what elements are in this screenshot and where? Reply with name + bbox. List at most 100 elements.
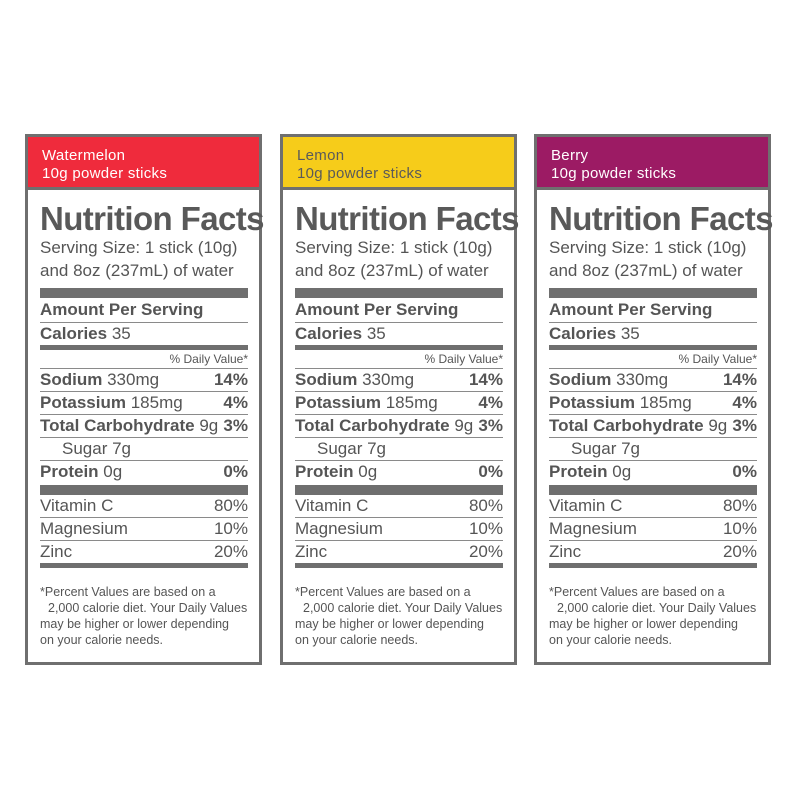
potassium-row: Potassium 185mg 4% <box>40 392 248 415</box>
product-subtitle: 10g powder sticks <box>42 165 168 182</box>
medium-divider <box>549 345 757 350</box>
sodium-row: Sodium 330mg 14% <box>295 369 503 392</box>
nutrition-panel-watermelon: Watermelon 10g powder sticks Nutrition F… <box>25 134 264 665</box>
vitamin-percent: 80% <box>213 496 248 515</box>
vitamin-percent: 80% <box>722 496 757 515</box>
nutrient-amount: 9g <box>454 416 474 435</box>
mineral-label: Zinc <box>40 542 73 561</box>
calories-value: 35 <box>111 324 131 343</box>
footnote: *Percent Values are based on a 2,000 cal… <box>549 584 757 648</box>
medium-divider <box>295 345 503 350</box>
nutrient-label: Sodium <box>40 370 103 389</box>
nutrient-label: Protein <box>295 462 354 481</box>
mineral-label: Magnesium <box>549 519 637 538</box>
nutrient-label: Protein <box>40 462 99 481</box>
medium-divider <box>549 563 757 568</box>
amount-per-serving: Amount Per Serving <box>295 298 503 323</box>
vitamin-label: Vitamin C <box>40 496 114 515</box>
serving-size-line-2: and 8oz (237mL) of water <box>549 261 743 280</box>
magnesium-row: Magnesium 10% <box>295 518 503 541</box>
nutrient-percent: 4% <box>223 393 248 412</box>
serving-size-line-1: Serving Size: 1 stick (10g) <box>40 238 238 257</box>
nutrient-percent: 0% <box>478 462 503 481</box>
nutrient-label: Protein <box>549 462 608 481</box>
sugar-text: Sugar 7g <box>317 439 386 458</box>
nutrient-amount: 0g <box>103 462 123 481</box>
vitamin-c-row: Vitamin C 80% <box>295 495 503 518</box>
panel-header: Lemon 10g powder sticks <box>283 137 514 190</box>
sodium-row: Sodium 330mg 14% <box>549 369 757 392</box>
serving-size-line-1: Serving Size: 1 stick (10g) <box>295 238 493 257</box>
thick-divider <box>40 485 248 495</box>
flavor-name: Watermelon <box>42 147 126 164</box>
nutrient-percent: 3% <box>732 416 757 435</box>
nutrition-facts-title: Nutrition Facts <box>295 200 519 237</box>
sugar-row: Sugar 7g <box>549 438 757 461</box>
footnote-line: may be higher or lower depending <box>549 617 739 631</box>
mineral-label: Magnesium <box>40 519 128 538</box>
thick-divider <box>295 485 503 495</box>
nutrient-amount: 185mg <box>130 393 183 412</box>
medium-divider <box>40 345 248 350</box>
sugar-row: Sugar 7g <box>40 438 248 461</box>
serving-size-line-1: Serving Size: 1 stick (10g) <box>549 238 747 257</box>
nutrient-amount: 0g <box>358 462 378 481</box>
daily-value-label: % Daily Value* <box>295 350 503 369</box>
footnote-line: on your calorie needs. <box>295 633 418 647</box>
footnote-line: 2,000 calorie diet. Your Daily Values <box>557 601 757 615</box>
serving-size-line-2: and 8oz (237mL) of water <box>295 261 489 280</box>
calories-label: Calories <box>549 324 617 343</box>
footnote-line: *Percent Values are based on a <box>549 585 725 599</box>
footnote-line: 2,000 calorie diet. Your Daily Values <box>303 601 503 615</box>
calories-row: Calories 35 <box>549 323 757 345</box>
mineral-percent: 20% <box>468 542 503 561</box>
protein-row: Protein 0g 0% <box>549 461 757 483</box>
serving-size-line-2: and 8oz (237mL) of water <box>40 261 234 280</box>
mineral-label: Magnesium <box>295 519 383 538</box>
flavor-name: Berry <box>551 147 589 164</box>
panel-header: Watermelon 10g powder sticks <box>28 137 259 190</box>
nutrient-amount: 330mg <box>362 370 415 389</box>
thick-divider <box>549 485 757 495</box>
calories-value: 35 <box>620 324 640 343</box>
nutrient-amount: 185mg <box>639 393 692 412</box>
footnote: *Percent Values are based on a 2,000 cal… <box>295 584 503 648</box>
nutrient-percent: 14% <box>213 370 248 389</box>
nutrient-label: Potassium <box>549 393 635 412</box>
mineral-label: Zinc <box>295 542 328 561</box>
nutrient-percent: 4% <box>732 393 757 412</box>
nutrient-label: Potassium <box>295 393 381 412</box>
nutrient-percent: 14% <box>722 370 757 389</box>
footnote-line: may be higher or lower depending <box>295 617 485 631</box>
footnote-line: may be higher or lower depending <box>40 617 230 631</box>
nutrient-amount: 0g <box>612 462 632 481</box>
zinc-row: Zinc 20% <box>295 541 503 563</box>
nutrient-amount: 330mg <box>107 370 160 389</box>
carbohydrate-row: Total Carbohydrate 9g 3% <box>549 415 757 438</box>
sugar-row: Sugar 7g <box>295 438 503 461</box>
carbohydrate-row: Total Carbohydrate 9g 3% <box>40 415 248 438</box>
protein-row: Protein 0g 0% <box>40 461 248 483</box>
mineral-percent: 10% <box>213 519 248 538</box>
carbohydrate-row: Total Carbohydrate 9g 3% <box>295 415 503 438</box>
nutrient-percent: 0% <box>732 462 757 481</box>
potassium-row: Potassium 185mg 4% <box>295 392 503 415</box>
nutrient-amount: 9g <box>708 416 728 435</box>
nutrient-label: Sodium <box>549 370 612 389</box>
product-subtitle: 10g powder sticks <box>551 165 677 182</box>
thick-divider <box>295 288 503 298</box>
nutrient-amount: 185mg <box>385 393 438 412</box>
daily-value-label: % Daily Value* <box>40 350 248 369</box>
vitamin-percent: 80% <box>468 496 503 515</box>
zinc-row: Zinc 20% <box>40 541 248 563</box>
nutrient-percent: 3% <box>223 416 248 435</box>
nutrient-percent: 3% <box>478 416 503 435</box>
zinc-row: Zinc 20% <box>549 541 757 563</box>
calories-row: Calories 35 <box>40 323 248 345</box>
vitamin-label: Vitamin C <box>549 496 623 515</box>
mineral-percent: 20% <box>213 542 248 561</box>
medium-divider <box>295 563 503 568</box>
amount-per-serving: Amount Per Serving <box>549 298 757 323</box>
calories-row: Calories 35 <box>295 323 503 345</box>
footnote-line: *Percent Values are based on a <box>40 585 216 599</box>
